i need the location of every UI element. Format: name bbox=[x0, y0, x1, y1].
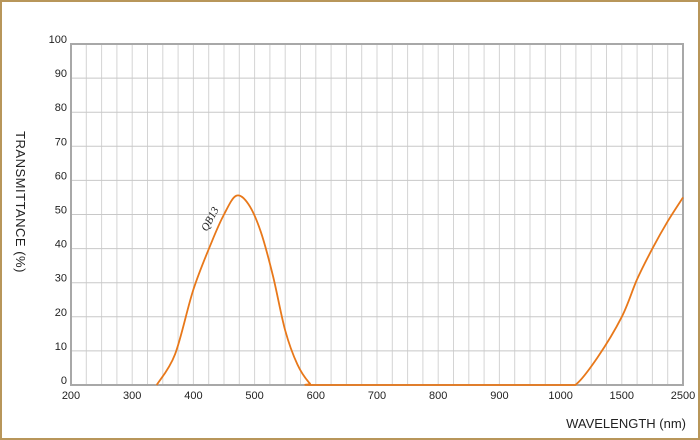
y-tick-label: 60 bbox=[55, 170, 67, 182]
x-tick-label: 800 bbox=[429, 390, 447, 402]
x-tick-label: 1000 bbox=[548, 390, 572, 402]
y-tick-label: 70 bbox=[55, 136, 67, 148]
y-tick-label: 20 bbox=[55, 307, 67, 319]
y-tick-label: 30 bbox=[55, 273, 67, 285]
x-tick-label: 900 bbox=[490, 390, 508, 402]
series-line-qb13 bbox=[155, 194, 684, 386]
y-tick-label: 80 bbox=[55, 102, 67, 114]
series-label-qb13: QB13 bbox=[199, 205, 222, 234]
x-tick-label: 200 bbox=[62, 390, 80, 402]
x-tick-label: 300 bbox=[123, 390, 141, 402]
grid bbox=[70, 43, 684, 386]
y-tick-label: 50 bbox=[55, 205, 67, 217]
x-axis-label: WAVELENGTH (nm) bbox=[566, 416, 686, 431]
x-tick-label: 400 bbox=[184, 390, 202, 402]
y-tick-label: 100 bbox=[49, 34, 67, 46]
x-tick-label: 700 bbox=[368, 390, 386, 402]
x-tick-labels: 200 300 400 500 600 700 800 900 1000 1500 2500 bbox=[62, 390, 695, 402]
y-tick-label: 90 bbox=[55, 68, 67, 80]
x-tick-label: 1500 bbox=[610, 390, 634, 402]
y-tick-label: 10 bbox=[55, 341, 67, 353]
y-tick-label: 40 bbox=[55, 239, 67, 251]
x-tick-label: 2500 bbox=[671, 390, 695, 402]
y-axis-label: TRANSMITTANCE (%) bbox=[13, 131, 28, 273]
x-tick-label: 500 bbox=[245, 390, 263, 402]
x-tick-label: 600 bbox=[307, 390, 325, 402]
y-tick-label: 0 bbox=[61, 375, 67, 387]
y-tick-labels: 0 10 20 30 40 50 60 70 80 90 100 bbox=[49, 34, 67, 387]
